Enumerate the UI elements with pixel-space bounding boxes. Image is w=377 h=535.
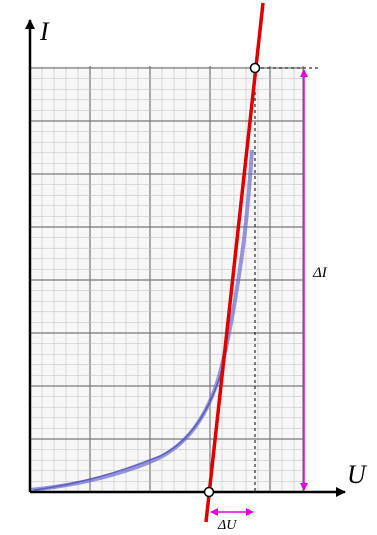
delta-i-label: ΔI [312,265,328,281]
graph-paper [30,66,303,492]
delta-u-label: ΔU [217,518,237,533]
point [251,64,260,73]
point [205,488,214,497]
y-axis-label: I [39,17,50,46]
x-axis-label: U [347,460,368,489]
diagram: I U ΔI ΔU [0,0,377,535]
